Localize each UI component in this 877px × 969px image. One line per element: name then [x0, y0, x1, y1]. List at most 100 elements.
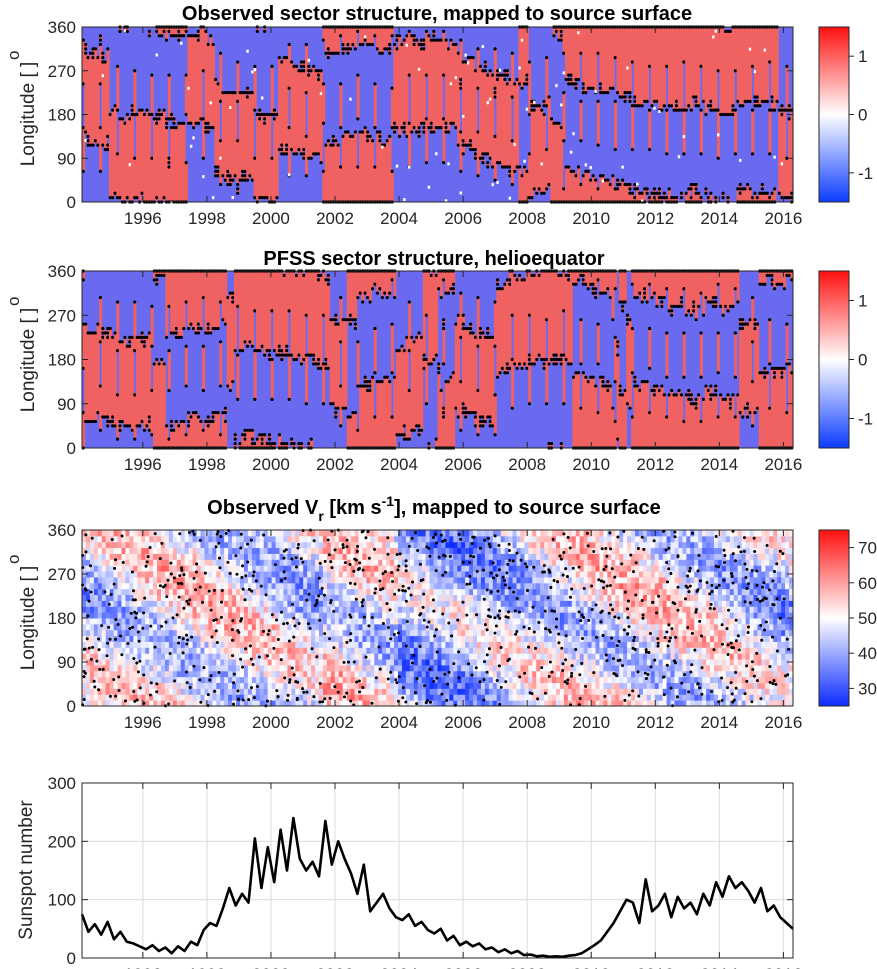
- heatmap-cell: [675, 27, 679, 102]
- contour-point: [464, 415, 468, 419]
- contour-point: [326, 51, 330, 55]
- heatmap-cell: [224, 623, 229, 631]
- heatmap-cell: [648, 197, 652, 202]
- contour-point: [390, 415, 394, 419]
- contour-point: [726, 112, 730, 117]
- contour-point: [547, 182, 551, 187]
- heatmap-cell: [129, 582, 134, 590]
- heatmap-cell: [248, 430, 252, 448]
- contour-point: [471, 56, 475, 60]
- contour-point: [113, 331, 117, 335]
- heatmap-cell: [180, 629, 186, 637]
- heatmap-cell: [182, 271, 186, 329]
- contour-point: [231, 300, 235, 304]
- heatmap-cell: [247, 618, 253, 625]
- contour-point: [84, 322, 88, 326]
- heatmap-cell: [176, 670, 182, 678]
- colorbar-tick-label: 1: [858, 47, 867, 66]
- heatmap-cell: [388, 27, 392, 45]
- heatmap-cell: [212, 647, 217, 654]
- contour-point: [647, 196, 652, 200]
- heatmap-cell: [785, 66, 789, 111]
- heatmap-cell: [283, 275, 287, 356]
- heatmap-cell: [248, 92, 252, 176]
- contour-point: [260, 196, 264, 200]
- contour-point: [140, 331, 144, 335]
- contour-point: [704, 112, 708, 117]
- heatmap-cell: [628, 184, 632, 189]
- heatmap-cell: [247, 576, 253, 584]
- contour-point: [520, 86, 524, 90]
- contour-point: [375, 291, 380, 295]
- contour-point: [373, 34, 377, 38]
- contour-point: [380, 380, 384, 384]
- heatmap-cell: [168, 541, 174, 549]
- heatmap-cell: [224, 606, 229, 613]
- heatmap-cell: [228, 541, 233, 549]
- heatmap-cell: [216, 688, 221, 695]
- contour-point: [508, 366, 512, 370]
- contour-point: [263, 433, 267, 437]
- heatmap-cell: [117, 664, 122, 672]
- contour-point: [439, 388, 443, 393]
- contour-point: [461, 152, 465, 156]
- contour-point: [694, 318, 698, 322]
- contour-point: [231, 295, 235, 300]
- heatmap-cell: [231, 293, 235, 298]
- heatmap-cell: [579, 184, 583, 202]
- heatmap-cell: [773, 188, 777, 202]
- contour-point: [255, 437, 259, 441]
- contour-point: [532, 108, 536, 112]
- heatmap-cell: [164, 547, 170, 554]
- contour-point: [522, 165, 527, 169]
- heatmap-cell: [569, 79, 573, 84]
- contour-point: [331, 134, 335, 138]
- contour-point: [481, 69, 485, 73]
- contour-point: [422, 47, 426, 51]
- heatmap-cell: [105, 535, 111, 543]
- heatmap-cell: [125, 688, 130, 695]
- contour-point: [326, 273, 330, 278]
- heatmap-cell: [596, 324, 600, 364]
- contour-point: [657, 196, 661, 200]
- heatmap-cell: [99, 386, 103, 431]
- heatmap-cell: [149, 588, 154, 596]
- contour-point: [714, 295, 718, 300]
- contour-point: [361, 300, 365, 304]
- contour-point: [770, 95, 774, 99]
- heatmap-cell: [354, 132, 358, 202]
- contour-point: [429, 38, 433, 42]
- heatmap-cell: [199, 421, 203, 448]
- contour-point: [216, 165, 220, 169]
- contour-point: [765, 371, 769, 375]
- heatmap-cell: [609, 184, 613, 202]
- contour-point: [439, 126, 443, 130]
- contour-point: [596, 362, 600, 366]
- heatmap-cell: [99, 35, 103, 41]
- heatmap-cell: [116, 153, 120, 198]
- contour-point: [172, 121, 176, 125]
- heatmap-cell: [170, 430, 174, 448]
- contour-point: [527, 152, 532, 156]
- heatmap-cell: [285, 271, 289, 347]
- contour-point: [755, 406, 760, 410]
- contour-point: [419, 47, 424, 51]
- contour-point: [111, 335, 115, 339]
- contour-point: [118, 196, 122, 200]
- contour-point: [709, 108, 713, 112]
- contour-point: [172, 34, 176, 38]
- heatmap-cell: [770, 101, 774, 111]
- heatmap-cell: [224, 641, 229, 648]
- heatmap-cell: [176, 553, 182, 560]
- heatmap-cell: [164, 688, 170, 695]
- contour-point: [694, 191, 698, 195]
- contour-point: [319, 69, 323, 73]
- heatmap-cell: [344, 319, 348, 409]
- heatmap-cell: [247, 629, 253, 637]
- contour-point: [630, 60, 635, 64]
- heatmap-cell: [128, 337, 132, 342]
- contour-point: [787, 362, 791, 366]
- heatmap-cell: [177, 35, 181, 41]
- heatmap-cell: [97, 618, 103, 625]
- contour-point: [446, 130, 451, 134]
